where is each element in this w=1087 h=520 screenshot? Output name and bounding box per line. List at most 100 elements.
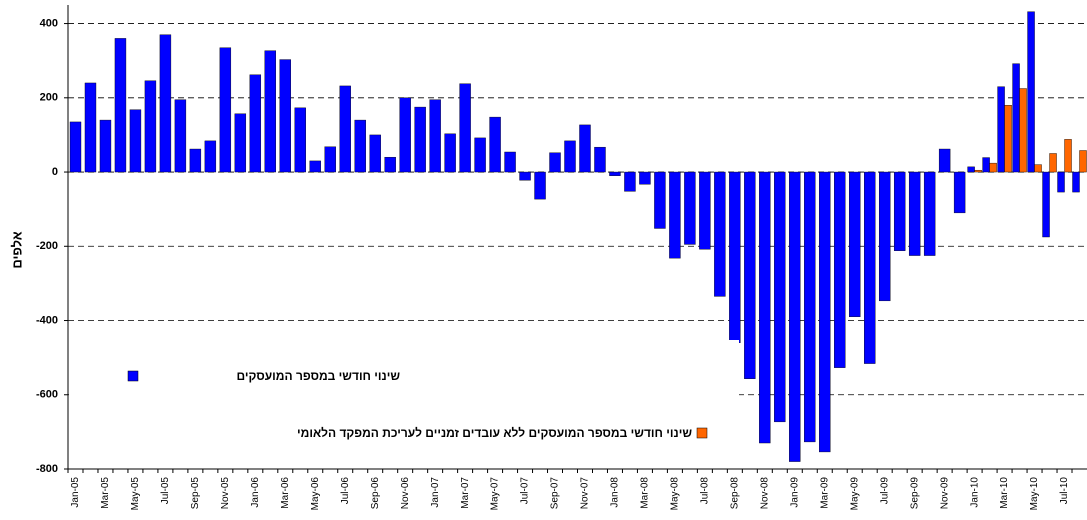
bar (534, 171, 546, 200)
bar (444, 133, 456, 173)
legend-swatch (696, 427, 708, 439)
y-axis-label: אלפים (9, 231, 24, 268)
bar (729, 171, 741, 343)
bar (234, 113, 247, 173)
x-tick-label: May-08 (670, 477, 681, 511)
bar (594, 146, 606, 173)
x-tick-label: Jan-09 (789, 477, 800, 508)
bar (294, 107, 306, 173)
bar (564, 140, 576, 173)
bar (159, 34, 172, 173)
bar (399, 97, 411, 173)
bar (774, 171, 786, 423)
x-tick-label: Mar-07 (460, 477, 471, 509)
bar (519, 171, 531, 181)
x-tick-label: May-09 (849, 477, 860, 511)
x-tick-label: Mar-05 (100, 477, 111, 509)
bar (789, 171, 801, 462)
bar (699, 171, 711, 250)
x-tick-label: Mar-09 (819, 477, 830, 509)
bar (99, 119, 112, 173)
bar (1079, 150, 1087, 173)
x-tick-label: Sep-09 (909, 477, 920, 510)
bar (804, 171, 816, 443)
bar (1049, 153, 1057, 173)
x-tick-label: Sep-06 (370, 477, 381, 510)
y-tick-label: -800 (36, 463, 58, 475)
bar (714, 171, 726, 297)
bar (1042, 171, 1050, 238)
bar (997, 86, 1005, 173)
bar (189, 148, 202, 173)
x-tick-label: May-07 (490, 477, 501, 511)
bar (489, 116, 501, 173)
x-tick-label: Jul-08 (700, 477, 711, 505)
bar (69, 121, 82, 173)
bar (549, 152, 561, 173)
y-tick-label: 200 (40, 92, 58, 104)
bar (893, 171, 906, 251)
x-tick-label: Nov-08 (759, 477, 770, 510)
bar (974, 169, 982, 173)
bar (1034, 164, 1042, 173)
bar (1057, 171, 1065, 193)
bar (639, 171, 651, 185)
legend-label: שינוי חודשי במספר המועסקים (237, 369, 401, 383)
bar (339, 85, 351, 173)
x-tick-label: May-10 (1029, 477, 1040, 511)
x-tick-label: Jan-08 (610, 477, 621, 508)
x-tick-label: Nov-09 (939, 477, 950, 510)
bar (384, 156, 396, 173)
bar (144, 80, 157, 173)
bar (369, 134, 381, 173)
legend-label: שינוי חודשי במספר המועסקים ללא עובדים זמ… (297, 426, 692, 440)
legend: שינוי חודשי במספר המועסקים שינוי חודשי במ… (69, 340, 739, 448)
bar (1064, 139, 1072, 173)
x-tick-label: Nov-05 (220, 477, 231, 510)
bar (1027, 11, 1035, 173)
bar (609, 171, 621, 176)
x-tick-label: May-06 (310, 477, 321, 511)
x-tick-label: Nov-07 (580, 477, 591, 510)
bar (264, 50, 277, 173)
bar (923, 171, 936, 256)
bar (84, 82, 97, 173)
bar (1012, 63, 1020, 173)
bar (114, 38, 127, 173)
x-tick-label: Mar-06 (280, 477, 291, 509)
x-tick-label: Sep-05 (190, 477, 201, 510)
bar (834, 171, 846, 368)
x-tick-label: Sep-07 (550, 477, 561, 510)
bar (1072, 171, 1080, 193)
bar (849, 171, 861, 318)
bar (579, 124, 591, 173)
bar (354, 119, 366, 173)
y-tick-label: 0 (52, 166, 58, 178)
bar (669, 171, 681, 259)
bar (744, 171, 756, 379)
bar (908, 171, 921, 256)
bar (249, 74, 262, 173)
bar (429, 99, 441, 173)
bar (878, 171, 891, 302)
y-tick-label: -200 (36, 240, 58, 252)
y-tick-label: -600 (36, 389, 58, 401)
bar (759, 171, 771, 444)
bar (1019, 88, 1027, 173)
legend-box (69, 340, 739, 448)
bar (684, 171, 696, 245)
bar (279, 59, 291, 173)
bar (204, 140, 217, 173)
bar (129, 109, 142, 173)
x-tick-label: Jan-06 (250, 477, 261, 508)
y-tick-label: 400 (40, 17, 58, 29)
x-tick-label: Jul-10 (1059, 477, 1070, 505)
x-tick-label: Jan-07 (430, 477, 441, 508)
legend-swatch (127, 370, 139, 382)
x-tick-label: Jan-10 (969, 477, 980, 508)
x-tick-label: Jul-05 (160, 477, 171, 505)
x-tick-label: Jul-06 (340, 477, 351, 505)
bar (324, 146, 336, 173)
bar (504, 151, 516, 173)
